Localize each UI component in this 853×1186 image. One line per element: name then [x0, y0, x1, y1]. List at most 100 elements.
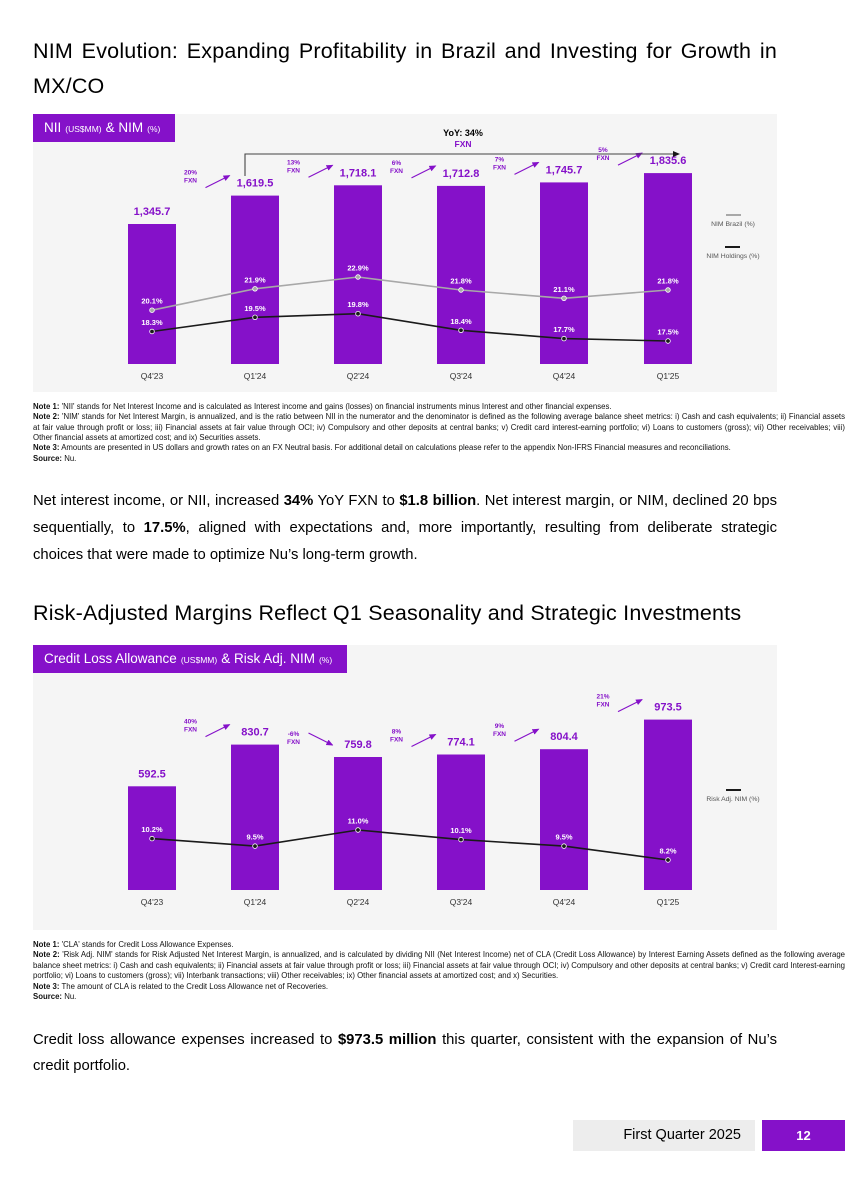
note-line: Note 1: 'CLA' stands for Credit Loss All… [33, 939, 234, 949]
x-axis-label: Q1'24 [244, 897, 267, 907]
badge-text: & Risk Adj. NIM [221, 650, 315, 666]
line-value-label: 10.2% [141, 825, 163, 834]
bar-value-label: 804.4 [550, 731, 578, 743]
legend-dash-icon [725, 788, 741, 791]
line-value-label: 19.5% [244, 303, 266, 312]
growth-fxn-suffix: FXN [184, 177, 197, 184]
line-marker [458, 327, 464, 333]
note-line: Note 3: The amount of CLA is related to … [33, 981, 329, 991]
nii-nim-chart-badge: NII (US$MM) & NIM (%) [33, 113, 176, 142]
line-marker [561, 295, 567, 301]
badge-text: Credit Loss Allowance [44, 650, 177, 666]
line-value-label: 17.7% [553, 325, 575, 334]
growth-fxn-label: -6% [288, 731, 300, 738]
growth-arrow-icon [308, 732, 334, 746]
bar [540, 749, 588, 890]
footer-page-number: 12 [762, 1120, 845, 1151]
bar [437, 754, 485, 890]
bar-value-label: 592.5 [138, 768, 166, 780]
line-marker [149, 307, 155, 313]
bar-value-label: 1,619.5 [237, 177, 274, 189]
growth-fxn-label: 13% [287, 159, 300, 166]
line-marker [252, 314, 258, 320]
line-value-label: 21.8% [657, 276, 679, 285]
bar-value-label: 774.1 [447, 736, 475, 748]
legend-label: NIM Holdings (%) [706, 252, 760, 260]
bar-value-label: 759.8 [344, 739, 372, 751]
growth-arrow-icon [617, 152, 643, 166]
line-marker [252, 285, 258, 292]
cla-paragraph: Credit loss allowance expenses increased… [33, 1031, 778, 1075]
bar-value-label: 973.5 [654, 702, 682, 714]
nim-evolution-heading: NIM Evolution: Expanding Profitability i… [33, 39, 777, 98]
line-marker [149, 835, 155, 842]
line-value-label: 11.0% [348, 816, 369, 825]
growth-fxn-label: 8% [392, 728, 402, 735]
bar-value-label: 1,345.7 [134, 206, 171, 218]
growth-arrow-icon [514, 161, 540, 175]
line-value-label: 22.9% [347, 263, 369, 272]
x-axis-label: Q4'23 [141, 371, 164, 381]
growth-fxn-suffix: FXN [287, 739, 300, 746]
line-marker [355, 273, 361, 280]
x-axis-label: Q3'24 [450, 897, 473, 907]
line-marker [355, 310, 361, 317]
cla-risk-nim-chart-badge: Credit Loss Allowance (US$MM) & Risk Adj. … [33, 644, 348, 673]
bar [231, 744, 279, 890]
growth-fxn-label: 6% [392, 160, 402, 167]
growth-arrow-icon [617, 699, 643, 713]
line-value-label: 20.1% [141, 296, 163, 305]
cla-chart-notes: Note 1: 'CLA' stands for Credit Loss All… [33, 940, 845, 1003]
growth-fxn-label: 21% [596, 694, 609, 701]
growth-arrow-icon [411, 165, 437, 179]
legend-label: NIM Brazil (%) [711, 220, 755, 228]
growth-fxn-suffix: FXN [493, 164, 506, 171]
bar [437, 185, 485, 364]
line-value-label: 8.2% [659, 846, 676, 855]
bar-value-label: 1,712.8 [443, 168, 480, 180]
line-marker [561, 335, 567, 341]
bar [540, 182, 588, 364]
x-axis-label: Q4'23 [141, 897, 164, 907]
growth-fxn-suffix: FXN [597, 702, 610, 709]
bar [644, 172, 692, 364]
x-axis-label: Q4'24 [553, 897, 576, 907]
growth-fxn-label: 9% [495, 723, 505, 730]
note-source: Source: Nu. [33, 453, 77, 463]
growth-fxn-suffix: FXN [390, 168, 403, 175]
line-value-label: 21.9% [244, 275, 266, 284]
x-axis-label: Q1'25 [657, 371, 680, 381]
legend-dash-icon [725, 245, 741, 248]
growth-fxn-suffix: FXN [390, 736, 403, 743]
x-axis-label: Q1'25 [657, 897, 680, 907]
x-axis-label: Q3'24 [450, 371, 473, 381]
yoy-fxn-label: FXN [455, 139, 472, 149]
line-marker [355, 827, 361, 833]
badge-text: & NIM [105, 119, 144, 135]
legend-item: NIM Holdings (%) [706, 245, 760, 262]
line-value-label: 17.5% [657, 327, 679, 336]
growth-fxn-suffix: FXN [493, 731, 506, 738]
line-value-label: 10.1% [450, 826, 472, 835]
note-line: Note 1: 'NII' stands for Net Interest In… [33, 401, 612, 411]
badge-text: NII [44, 119, 62, 135]
bar-value-label: 1,835.6 [650, 155, 687, 167]
yoy-growth-label: YoY: 34% [443, 128, 483, 138]
line-value-label: 21.8% [450, 276, 472, 285]
cla-risk-nim-chart-canvas: 592.5 Q4'23 830.7 Q1'24 759.8 Q2'24 774.1 Q3'24… [128, 694, 692, 907]
growth-fxn-suffix: FXN [184, 727, 197, 734]
line-marker [665, 857, 671, 863]
bar-value-label: 1,745.7 [546, 164, 583, 176]
cla-risk-nim-chart: Credit Loss Allowance (US$MM) & Risk Adj. … [33, 644, 777, 930]
bar [231, 195, 279, 364]
note-line: Note 2: 'Risk Adj. NIM' stands for Risk … [33, 950, 845, 981]
nii-nim-chart-canvas: 1,345.7 Q4'23 1,619.5 Q1'24 1,718.1 Q2'24 1,71… [128, 128, 692, 381]
note-line: Note 2: 'NIM' stands for Net Interest Ma… [33, 412, 845, 442]
growth-arrow-icon [308, 164, 334, 178]
growth-arrow-icon [205, 174, 231, 188]
line-value-label: 21.1% [553, 284, 575, 293]
bar-value-label: 830.7 [241, 727, 269, 739]
growth-fxn-label: 20% [184, 169, 197, 176]
line-value-label: 18.3% [141, 318, 163, 327]
